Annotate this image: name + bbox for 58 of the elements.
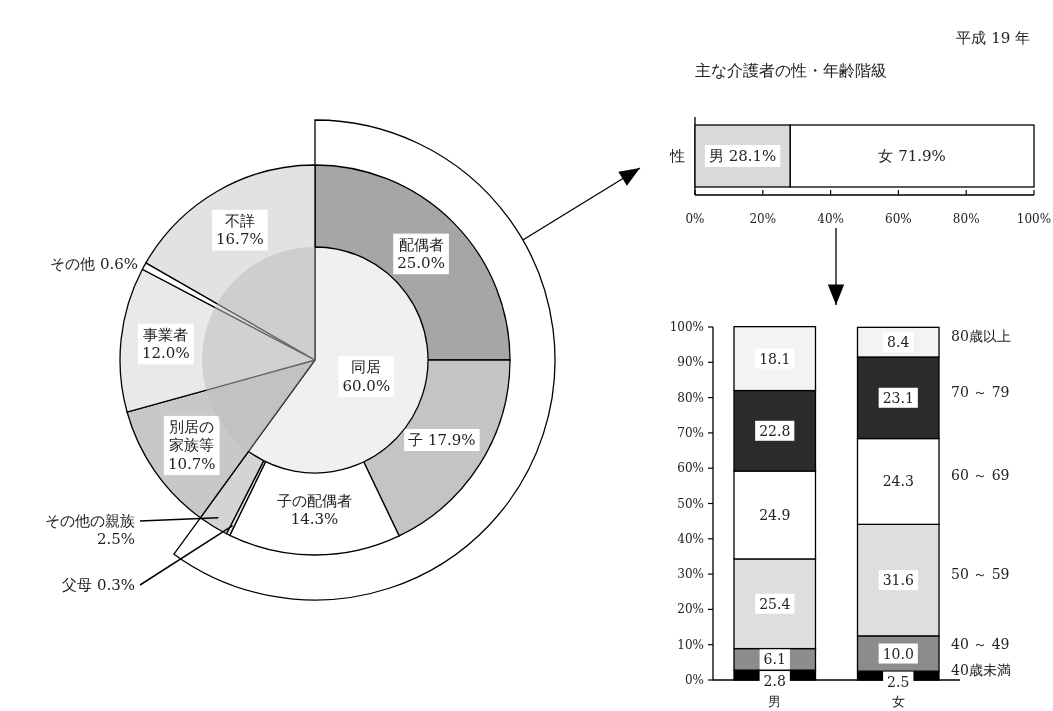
data-label: 25.4 — [759, 595, 791, 612]
data-label: 14.3% — [290, 510, 339, 529]
data-label: 24.9 — [759, 506, 791, 523]
y-tick-label: 90% — [677, 355, 704, 370]
data-label: 60.0% — [342, 376, 391, 395]
slice-label: 不詳 — [224, 211, 255, 230]
data-label: 22.8 — [759, 422, 791, 439]
y-tick-label: 20% — [677, 602, 704, 617]
data-label: 8.4 — [887, 334, 910, 351]
data-label: 2.8 — [763, 673, 786, 690]
series-label: 50 ～ 59 — [951, 566, 1010, 583]
data-label: 12.0% — [142, 344, 190, 363]
data-label: 16.7% — [216, 230, 264, 249]
slice-label: 子の配偶者 — [277, 491, 353, 510]
slice-label: その他の親族 — [45, 511, 135, 530]
y-tick-label: 80% — [677, 390, 704, 405]
chart-title: 主な介護者の性・年齢階級 — [695, 60, 887, 80]
y-tick-label: 0% — [684, 673, 704, 687]
data-label: 24.3 — [882, 473, 914, 490]
series-label: 70 ～ 79 — [951, 383, 1010, 400]
y-tick-label: 70% — [677, 425, 704, 440]
series-label: 80歳以上 — [951, 328, 1011, 345]
x-tick-label: 60% — [885, 212, 912, 226]
data-label: 2.5% — [96, 530, 135, 549]
series-label: 60 ～ 69 — [951, 467, 1010, 484]
y-tick-label: 30% — [677, 567, 704, 582]
slice-label: 父母 0.3% — [62, 576, 135, 594]
x-tick-label: 80% — [952, 212, 980, 226]
text: 女 71.9% — [878, 147, 946, 165]
slice-label: 配偶者 — [398, 235, 444, 254]
data-label: 31.6 — [882, 572, 914, 589]
text: 平成 19 年 — [956, 29, 1030, 47]
x-tick-label: 女 — [891, 693, 905, 709]
x-tick-label: 20% — [749, 212, 777, 226]
y-tick-label: 性 — [668, 147, 685, 165]
series-label: 40 ～ 49 — [951, 635, 1010, 652]
text: 男 28.1% — [708, 147, 777, 165]
y-tick-label: 60% — [677, 461, 704, 476]
data-label: 25.0% — [397, 254, 445, 273]
slice-label: 別居の家族等 — [169, 417, 215, 455]
slice-label: その他 0.6% — [50, 255, 139, 274]
data-label: 2.5 — [887, 673, 910, 690]
y-tick-label: 50% — [677, 496, 704, 511]
slice-label: 事業者 — [143, 325, 189, 344]
slice-label: 子 17.9% — [408, 430, 476, 449]
data-label: 18.1 — [759, 350, 791, 367]
data-label: 23.1 — [882, 389, 914, 406]
x-tick-label: 男 — [768, 693, 782, 709]
series-label: 40歳未満 — [951, 661, 1011, 678]
y-tick-label: 10% — [677, 637, 704, 652]
x-tick-label: 40% — [817, 212, 844, 226]
data-label: 10.7% — [167, 455, 216, 474]
y-tick-label: 40% — [677, 531, 704, 546]
y-tick-label: 100% — [669, 320, 704, 334]
data-label: 6.1 — [763, 651, 786, 668]
slice-label: 同居 — [351, 358, 382, 377]
x-tick-label: 100% — [1016, 212, 1052, 226]
data-label: 10.0 — [882, 645, 914, 662]
